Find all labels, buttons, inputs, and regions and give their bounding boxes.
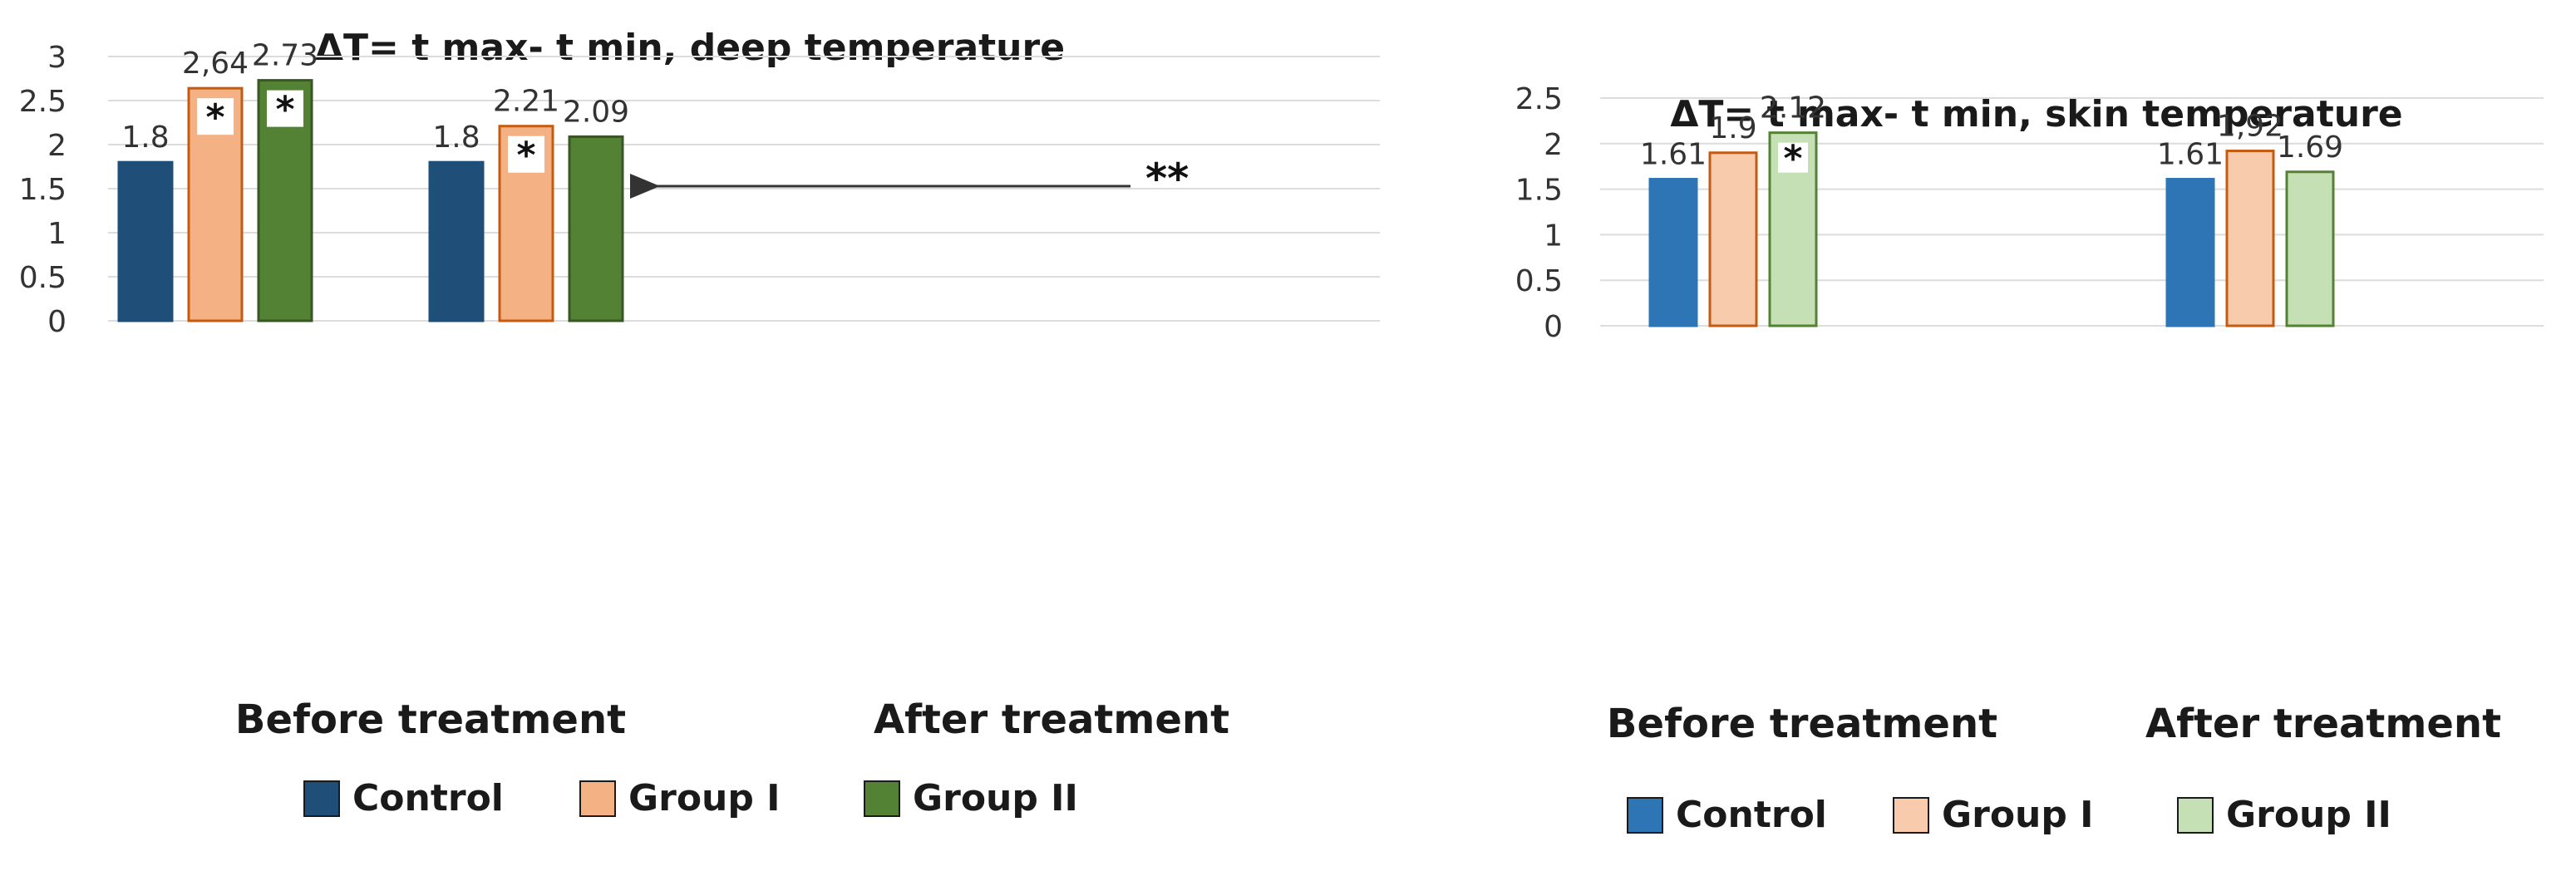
legend-item-group-ii: Group II (864, 777, 1078, 819)
deep-temperature-chart: ΔT= t max- t min, deep temperature 0 0.5 1… (19, 27, 1380, 819)
legend-swatch (579, 780, 616, 817)
data-label: 2.73 (252, 39, 318, 73)
legend-swatch (864, 780, 900, 817)
legend-swatch (303, 780, 340, 817)
bar-group-ii (2285, 170, 2335, 327)
data-label: 1.9 (1709, 111, 1756, 145)
legend-item-control: Control (1627, 794, 1827, 836)
significance-marker: * (275, 89, 294, 131)
significance-annotation: ** (630, 155, 1189, 203)
bar-group-i (2225, 150, 2275, 327)
y-tick-label: 0 (1544, 310, 1563, 344)
y-tick-label: 2 (47, 129, 66, 163)
y-tick-label: 1 (47, 217, 66, 251)
legend-label: Group I (628, 777, 781, 819)
y-tick-label: 0 (47, 305, 66, 339)
significance-marker: * (1783, 138, 1802, 180)
data-label: 2.21 (493, 85, 559, 119)
chart-title: ΔT= t max- t min, skin temperature (1670, 93, 2402, 135)
legend-item-group-i: Group I (579, 777, 781, 819)
x-category-label: Before treatment (1607, 701, 1997, 747)
significance-box (197, 98, 234, 135)
legend-item-group-ii: Group II (2177, 794, 2391, 836)
data-label: 2.12 (1760, 91, 1826, 125)
x-category-label: After treatment (2145, 701, 2501, 747)
y-tick-label: 0.5 (1515, 264, 1563, 298)
significance-box (267, 90, 303, 127)
bar-control (428, 160, 485, 322)
data-label: 1,92 (2217, 110, 2283, 144)
data-label: 1.69 (2277, 130, 2343, 165)
x-category-label: After treatment (874, 696, 1229, 743)
legend-label: Group II (913, 777, 1078, 819)
x-category-label: Before treatment (235, 696, 626, 743)
y-tick-label: 0.5 (19, 261, 66, 295)
y-tick-label: 1.5 (19, 173, 66, 207)
significance-marker: ** (1145, 155, 1189, 203)
bar-control (2165, 178, 2215, 327)
legend-label: Control (1676, 794, 1827, 836)
data-label: 1.61 (2157, 138, 2224, 172)
bar-control (1648, 178, 1698, 327)
legend-label: Control (352, 777, 504, 819)
data-label: 2.09 (563, 95, 629, 129)
legend: Control Group I Group II (1627, 794, 2391, 836)
y-tick-label: 1.5 (1515, 174, 1563, 208)
data-label: 2,64 (182, 47, 249, 81)
data-label: 1.8 (121, 121, 169, 155)
legend-item-control: Control (303, 777, 504, 819)
legend-swatch (2177, 797, 2214, 834)
chart-title: ΔT= t max- t min, deep temperature (315, 27, 1065, 69)
y-tick-label: 2.5 (19, 85, 66, 119)
legend-label: Group I (1942, 794, 2094, 836)
y-tick-label: 1 (1544, 219, 1563, 253)
legend-swatch (1893, 797, 1929, 834)
significance-marker: * (205, 96, 224, 139)
significance-marker: * (516, 135, 535, 177)
legend: Control Group I Group II (303, 777, 1078, 819)
y-tick-label: 2 (1544, 128, 1563, 162)
bar-control (117, 160, 174, 322)
bar-group-ii (568, 135, 624, 322)
significance-box (1778, 142, 1808, 173)
legend-label: Group II (2226, 794, 2391, 836)
y-tick-label: 2.5 (1515, 82, 1563, 116)
skin-temperature-chart: ΔT= t max- t min, skin temperature 0 0.5 1… (1515, 82, 2544, 836)
data-label: 1.8 (432, 121, 480, 155)
y-tick-label: 3 (47, 41, 66, 75)
legend-swatch (1627, 797, 1663, 834)
legend-item-group-i: Group I (1893, 794, 2094, 836)
bar-group-i (1708, 151, 1758, 327)
significance-box (508, 135, 544, 173)
data-label: 1.61 (1640, 138, 1707, 172)
